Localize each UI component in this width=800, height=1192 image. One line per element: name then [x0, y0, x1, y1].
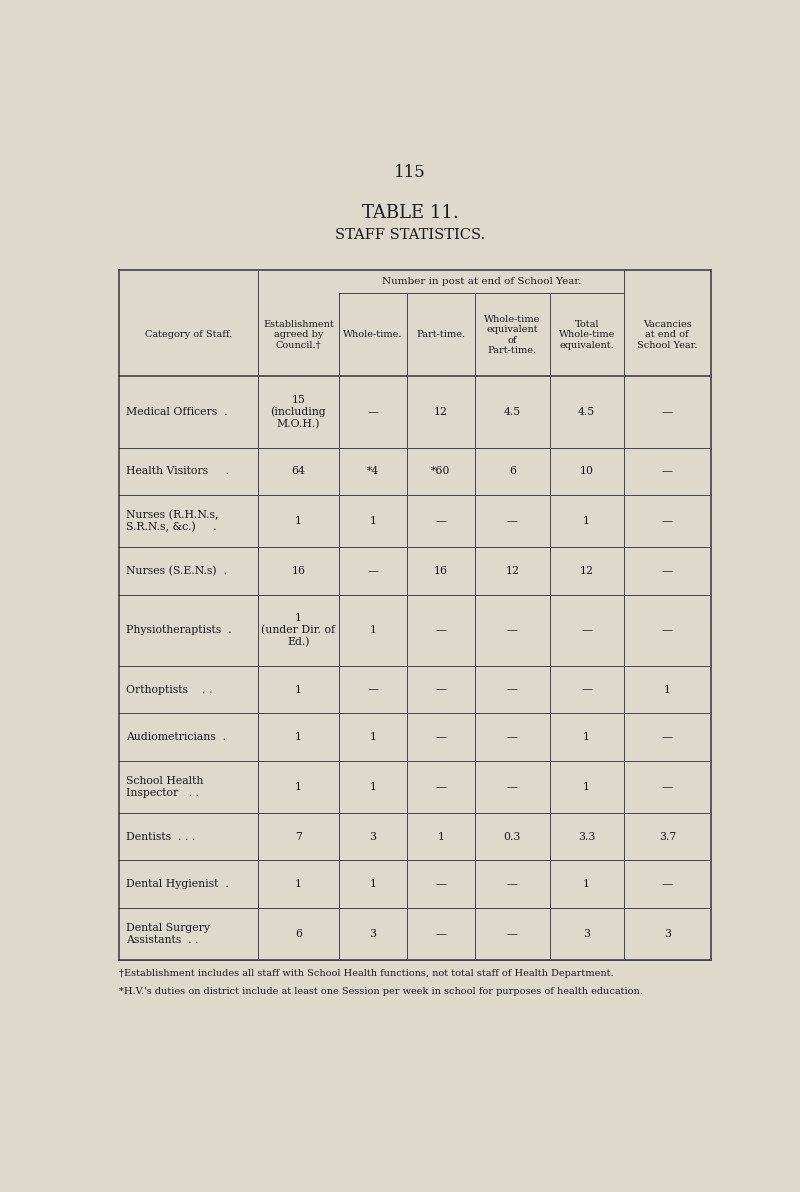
Text: 0.3: 0.3 — [504, 832, 521, 842]
Text: 1: 1 — [295, 879, 302, 889]
Text: —: — — [435, 782, 446, 791]
Text: —: — — [662, 566, 673, 576]
Text: —: — — [367, 406, 378, 417]
Text: 64: 64 — [291, 466, 306, 477]
Text: —: — — [435, 929, 446, 939]
Text: —: — — [435, 626, 446, 635]
Text: Nurses (S.E.N.s)  .: Nurses (S.E.N.s) . — [126, 566, 227, 576]
Text: —: — — [507, 732, 518, 741]
Text: Whole-time.: Whole-time. — [343, 330, 402, 340]
Text: —: — — [662, 626, 673, 635]
Text: Category of Staff.: Category of Staff. — [145, 330, 232, 340]
Text: —: — — [507, 782, 518, 791]
Text: STAFF STATISTICS.: STAFF STATISTICS. — [335, 228, 485, 242]
Text: —: — — [367, 566, 378, 576]
Text: 3: 3 — [664, 929, 671, 939]
Text: 115: 115 — [394, 164, 426, 181]
Text: 16: 16 — [434, 566, 448, 576]
Text: School Health
Inspector   . .: School Health Inspector . . — [126, 776, 203, 797]
Text: 1: 1 — [295, 732, 302, 741]
Text: —: — — [662, 516, 673, 526]
Text: Dentists  . . .: Dentists . . . — [126, 832, 195, 842]
Text: 3: 3 — [583, 929, 590, 939]
Text: 4.5: 4.5 — [504, 406, 521, 417]
Text: —: — — [507, 684, 518, 695]
Text: 10: 10 — [580, 466, 594, 477]
Text: —: — — [507, 516, 518, 526]
Text: 1
(under Dir. of
Ed.): 1 (under Dir. of Ed.) — [262, 613, 335, 647]
Text: 15
(including
M.O.H.): 15 (including M.O.H.) — [270, 395, 326, 429]
Text: —: — — [435, 879, 446, 889]
Text: 1: 1 — [295, 782, 302, 791]
Text: 1: 1 — [370, 732, 376, 741]
Text: Vacancies
at end of
School Year.: Vacancies at end of School Year. — [637, 319, 698, 349]
Text: 3.7: 3.7 — [658, 832, 676, 842]
Text: *H.V.'s duties on district include at least one Session per week in school for p: *H.V.'s duties on district include at le… — [118, 987, 642, 997]
Text: —: — — [507, 879, 518, 889]
Text: 6: 6 — [509, 466, 516, 477]
Text: 1: 1 — [370, 879, 376, 889]
Text: 16: 16 — [291, 566, 306, 576]
Text: †Establishment includes all staff with School Health functions, not total staff : †Establishment includes all staff with S… — [118, 969, 614, 979]
Text: —: — — [435, 516, 446, 526]
Text: Whole-time
equivalent
of
Part-time.: Whole-time equivalent of Part-time. — [484, 315, 541, 355]
Text: Establishment
agreed by
Council.†: Establishment agreed by Council.† — [263, 319, 334, 349]
Text: 7: 7 — [295, 832, 302, 842]
Text: Dental Hygienist  .: Dental Hygienist . — [126, 879, 229, 889]
Text: 6: 6 — [295, 929, 302, 939]
Text: Nurses (R.H.N.s,
S.R.N.s, &c.)     .: Nurses (R.H.N.s, S.R.N.s, &c.) . — [126, 510, 218, 533]
Text: —: — — [507, 626, 518, 635]
Text: —: — — [662, 732, 673, 741]
Text: —: — — [367, 684, 378, 695]
Text: 1: 1 — [664, 684, 671, 695]
Text: 1: 1 — [583, 782, 590, 791]
Text: 1: 1 — [438, 832, 445, 842]
Text: 1: 1 — [583, 516, 590, 526]
Text: Total
Whole-time
equivalent.: Total Whole-time equivalent. — [558, 319, 615, 349]
Text: —: — — [582, 626, 592, 635]
Text: 1: 1 — [370, 516, 376, 526]
Text: TABLE 11.: TABLE 11. — [362, 204, 458, 222]
Text: Health Visitors     .: Health Visitors . — [126, 466, 229, 477]
Text: Audiometricians  .: Audiometricians . — [126, 732, 226, 741]
Text: 1: 1 — [583, 879, 590, 889]
Text: 3: 3 — [370, 929, 376, 939]
Text: Orthoptists    . .: Orthoptists . . — [126, 684, 212, 695]
Text: 1: 1 — [583, 732, 590, 741]
Text: —: — — [507, 929, 518, 939]
Text: 1: 1 — [370, 626, 376, 635]
Text: 1: 1 — [295, 516, 302, 526]
Text: —: — — [662, 879, 673, 889]
Text: 12: 12 — [434, 406, 448, 417]
Text: 4.5: 4.5 — [578, 406, 595, 417]
Text: *4: *4 — [366, 466, 379, 477]
Text: Medical Officers  .: Medical Officers . — [126, 406, 228, 417]
Text: Physiotheraptists  .: Physiotheraptists . — [126, 626, 232, 635]
Text: 1: 1 — [370, 782, 376, 791]
Text: Part-time.: Part-time. — [417, 330, 466, 340]
Text: 12: 12 — [506, 566, 519, 576]
Text: —: — — [582, 684, 592, 695]
Text: 3.3: 3.3 — [578, 832, 595, 842]
Text: 12: 12 — [580, 566, 594, 576]
Text: 3: 3 — [370, 832, 376, 842]
Text: 1: 1 — [295, 684, 302, 695]
Text: —: — — [435, 684, 446, 695]
Text: —: — — [662, 406, 673, 417]
Text: —: — — [662, 466, 673, 477]
Text: —: — — [662, 782, 673, 791]
Text: Number in post at end of School Year.: Number in post at end of School Year. — [382, 277, 581, 286]
Text: *60: *60 — [431, 466, 450, 477]
Text: —: — — [435, 732, 446, 741]
Text: Dental Surgery
Assistants  . .: Dental Surgery Assistants . . — [126, 923, 210, 944]
